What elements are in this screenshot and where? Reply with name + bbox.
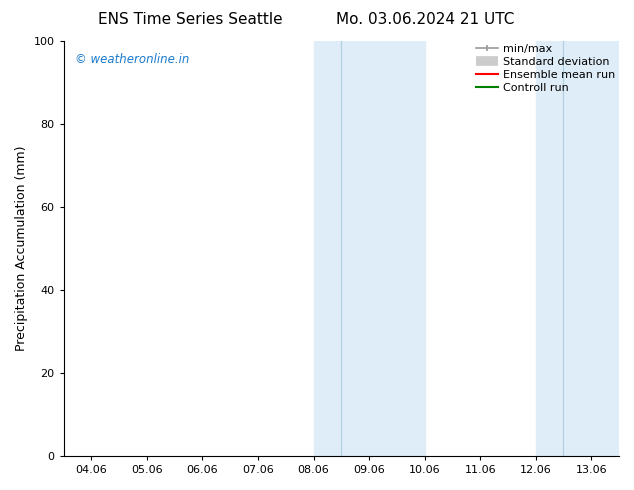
Text: Mo. 03.06.2024 21 UTC: Mo. 03.06.2024 21 UTC bbox=[335, 12, 514, 27]
Legend: min/max, Standard deviation, Ensemble mean run, Controll run: min/max, Standard deviation, Ensemble me… bbox=[476, 45, 616, 93]
Text: ENS Time Series Seattle: ENS Time Series Seattle bbox=[98, 12, 283, 27]
Text: © weatheronline.in: © weatheronline.in bbox=[75, 53, 189, 67]
Bar bbox=[536, 41, 564, 456]
Bar bbox=[341, 41, 425, 456]
Y-axis label: Precipitation Accumulation (mm): Precipitation Accumulation (mm) bbox=[15, 146, 28, 351]
Bar bbox=[564, 41, 619, 456]
Bar bbox=[314, 41, 341, 456]
